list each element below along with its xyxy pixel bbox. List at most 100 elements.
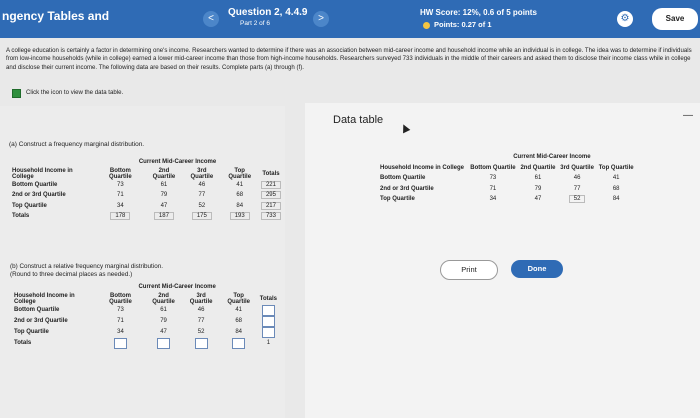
cell: 71: [117, 318, 124, 324]
row-label: 2nd or 3rd Quartile: [14, 318, 68, 324]
col-header: Totals: [262, 170, 280, 177]
part-b-instruction: (b) Construct a relative frequency margi…: [10, 263, 163, 270]
table-row: 2nd or 3rd Quartile 71 79 77 68 295: [10, 190, 283, 201]
group-header: Current Mid-Career Income: [138, 159, 217, 166]
total-cell: 178: [110, 212, 131, 221]
row-label: Totals: [14, 340, 32, 346]
minimize-button[interactable]: —: [683, 110, 693, 121]
total-cell: 217: [260, 201, 281, 210]
table-row: Top Quartile 34 47 52 84 217: [10, 201, 283, 212]
page-title: ngency Tables and: [2, 9, 110, 23]
cell: 68: [235, 318, 243, 324]
relative-frequency-table: Current Mid-Career Income Household Inco…: [12, 282, 279, 349]
points-text: Points: 0.27 of 1: [434, 20, 492, 29]
data-table-link[interactable]: Click the icon to view the data table.: [26, 89, 124, 96]
cell: 34: [117, 329, 124, 335]
cell: 41: [235, 307, 243, 313]
cell: 84: [612, 196, 620, 203]
frequency-table: Current Mid-Career Income Household Inco…: [10, 157, 283, 222]
row-label: Top Quartile: [14, 329, 49, 335]
points-status-icon: [423, 21, 430, 29]
done-button[interactable]: Done: [511, 260, 563, 278]
cell: 84: [236, 202, 244, 209]
col-header: Totals: [259, 295, 277, 302]
col-header: 3rd Quartile: [190, 167, 214, 180]
next-question-button[interactable]: >: [313, 11, 329, 27]
problem-statement: A college education is certainly a facto…: [6, 47, 692, 71]
cell: 71: [117, 192, 124, 199]
part-b-rounding-note: (Round to three decimal places as needed…: [10, 270, 133, 278]
row-label: 2nd or 3rd Quartile: [380, 185, 434, 192]
cell: 73: [117, 307, 124, 313]
col-header: Bottom Quartile: [109, 167, 132, 180]
col-header: 2nd Quartile: [152, 167, 176, 180]
points: Points: 0.27 of 1: [423, 20, 492, 29]
cell: 34: [117, 202, 124, 209]
total-cell: 295: [260, 191, 281, 200]
cell: 47: [534, 196, 542, 203]
cell: 71: [489, 185, 497, 192]
table-row: Bottom Quartile 73 61 46 41: [378, 173, 636, 184]
answer-input[interactable]: [261, 304, 275, 316]
hw-score: HW Score: 12%, 0.6 of 5 points: [420, 8, 537, 17]
total-cell: 193: [229, 212, 250, 221]
answer-input[interactable]: [232, 337, 246, 349]
cell: 46: [198, 181, 206, 188]
cell: 46: [197, 307, 205, 313]
question-part: Part 2 of 6: [240, 20, 270, 27]
table-row: Totals 178 187 175 193 733: [10, 211, 283, 222]
answer-input[interactable]: [194, 337, 208, 349]
cell: 61: [160, 181, 168, 188]
col-header: Bottom Quartile: [109, 292, 132, 305]
row-label: 2nd or 3rd Quartile: [12, 192, 66, 199]
answer-input[interactable]: [114, 337, 128, 349]
data-table-panel: [305, 103, 700, 418]
row-label: Bottom Quartile: [12, 181, 58, 188]
cell: 46: [573, 175, 581, 182]
group-header: Current Mid-Career Income: [138, 284, 216, 291]
cell: 34: [489, 196, 497, 203]
cell: 77: [197, 318, 205, 324]
row-label: Bottom Quartile: [380, 175, 426, 182]
cell: 52: [198, 202, 206, 209]
cell: 73: [489, 175, 497, 182]
row-label: Totals: [12, 213, 30, 220]
prev-question-button[interactable]: <: [203, 11, 219, 27]
table-row: Top Quartile 34 47 52 84: [378, 194, 636, 205]
cell: 77: [573, 185, 581, 192]
cell: 47: [160, 329, 167, 335]
row-label: Bottom Quartile: [14, 307, 60, 313]
cell: 79: [160, 192, 168, 199]
col-header: Bottom Quartile: [470, 164, 516, 171]
cell: 61: [534, 175, 542, 182]
data-table-title: Data table: [333, 114, 384, 126]
table-row: 2nd or 3rd Quartile 71 79 77 68: [12, 315, 279, 327]
table-row: Top Quartile 34 47 52 84: [12, 326, 279, 338]
cell: 52: [568, 195, 586, 204]
answer-input[interactable]: [261, 326, 275, 338]
total-cell: 187: [153, 212, 174, 221]
cell: 68: [612, 185, 620, 192]
print-button[interactable]: Print: [440, 260, 498, 280]
col-header: 2nd Quartile: [520, 164, 556, 171]
cell: 68: [236, 192, 244, 199]
work-area: [0, 106, 285, 418]
cell: 41: [236, 181, 244, 188]
col-header: Top Quartile: [598, 164, 634, 171]
cell: 79: [160, 318, 167, 324]
gear-icon[interactable]: ⚙: [617, 11, 633, 27]
answer-input[interactable]: [157, 337, 171, 349]
answer-input[interactable]: [261, 315, 275, 327]
table-row: Bottom Quartile 73 61 46 41: [12, 304, 279, 316]
cell: 79: [534, 185, 542, 192]
group-header: Current Mid-Career Income: [513, 154, 591, 161]
col-header: 3rd Quartile: [189, 292, 213, 305]
cell: 84: [235, 329, 243, 335]
col1-header: Household Income in College: [12, 167, 73, 180]
data-table-icon[interactable]: [12, 89, 21, 98]
save-button[interactable]: Save: [652, 8, 698, 30]
cell: 77: [198, 192, 206, 199]
col-header: 2nd Quartile: [152, 292, 175, 305]
total-cell: 733: [260, 212, 281, 221]
question-title: Question 2, 4.4.9: [228, 7, 308, 18]
